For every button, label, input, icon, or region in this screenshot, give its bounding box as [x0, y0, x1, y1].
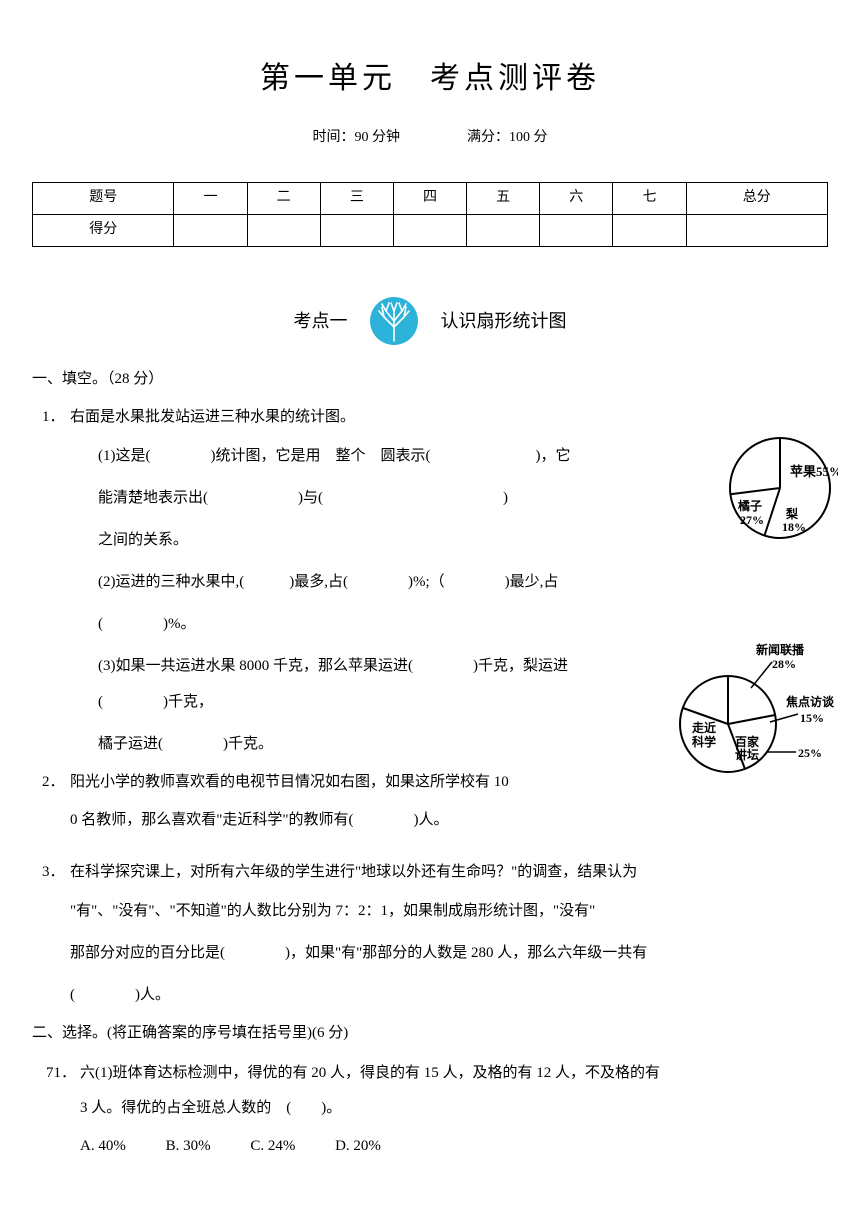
score-col-8: 总分: [686, 182, 827, 214]
pie1-label-pear: 梨: [785, 506, 798, 521]
score-value-row: 得分: [33, 214, 828, 246]
q2: 2． 阳光小学的教师喜欢看的电视节目情况如右图，如果这所学校有 10: [70, 768, 828, 797]
section2-heading: 二、选择。(将正确答案的序号填在括号里)(6 分): [32, 1019, 828, 1048]
score-col-7: 七: [613, 182, 686, 214]
q1-s2a: (2)运进的三种水果中,( )最多,占( )%;（ )最少,占: [98, 564, 828, 600]
pie2-zjkx2: 科学: [692, 734, 716, 749]
q2-line2: 0 名教师，那么喜欢看"走近科学"的教师有( )人。: [70, 802, 828, 838]
score-cell[interactable]: [247, 214, 320, 246]
score-table: 题号 一 二 三 四 五 六 七 总分 得分: [32, 182, 828, 247]
q1-s2b: ( )%。: [98, 606, 828, 642]
q71: 71． 六(1)班体育达标检测中，得优的有 20 人，得良的有 15 人，及格的…: [80, 1057, 828, 1090]
option-c[interactable]: C. 24%: [250, 1132, 295, 1161]
score-cell[interactable]: [320, 214, 393, 246]
score-cell[interactable]: [393, 214, 466, 246]
q1-pie: 苹果55% 梨 18% 橘子 27%: [718, 434, 838, 555]
score-cell[interactable]: [467, 214, 540, 246]
pie1-label-orange-val: 27%: [740, 513, 764, 527]
score-col-1: 一: [174, 182, 247, 214]
option-b[interactable]: B. 30%: [166, 1132, 211, 1161]
q1: 1． 右面是水果批发站运进三种水果的统计图。: [70, 403, 828, 432]
q1-stem: 右面是水果批发站运进三种水果的统计图。: [70, 409, 355, 425]
score-col-2: 二: [247, 182, 320, 214]
score-col-5: 五: [467, 182, 540, 214]
page-title: 第一单元 考点测评卷: [32, 50, 828, 107]
score-row2-label: 得分: [33, 214, 174, 246]
q71-line1: 六(1)班体育达标检测中，得优的有 20 人，得良的有 15 人，及格的有 12…: [80, 1065, 660, 1081]
pie2-jdft: 焦点访谈: [785, 694, 835, 709]
q3-line1: 在科学探究课上，对所有六年级的学生进行"地球以外还有生命吗？"的调查，结果认为: [70, 864, 637, 880]
time-label: 时间：90 分钟: [313, 125, 401, 152]
option-d[interactable]: D. 20%: [335, 1132, 381, 1161]
score-header-row: 题号 一 二 三 四 五 六 七 总分: [33, 182, 828, 214]
score-cell[interactable]: [613, 214, 686, 246]
q3-line2: "有"、"没有"、"不知道"的人数比分别为 7：2：1，如果制成扇形统计图，"没…: [70, 893, 828, 929]
kaodian-heading: 考点一 认识扇形统计图: [32, 297, 828, 345]
q3-num: 3．: [42, 858, 65, 887]
option-a[interactable]: A. 40%: [80, 1132, 126, 1161]
tree-emblem-icon: [370, 297, 418, 345]
pie2-bjjt1: 百家: [735, 734, 760, 749]
pie1-label-orange: 橘子: [737, 498, 762, 513]
score-cell[interactable]: [686, 214, 827, 246]
pie2-jdft-v: 15%: [800, 711, 824, 725]
pie2-bjjt2: 讲坛: [735, 747, 759, 762]
section1-heading: 一、填空。（28 分）: [32, 365, 828, 394]
fullscore-label: 满分：100 分: [467, 125, 548, 152]
q1-num: 1．: [42, 403, 65, 432]
kaodian-right: 认识扇形统计图: [441, 304, 567, 338]
pie2-bjjt-v: 25%: [798, 746, 822, 760]
q3-line4: ( )人。: [70, 977, 828, 1013]
pie1-label-pear-val: 18%: [782, 520, 806, 534]
kaodian-left: 考点一: [294, 304, 348, 338]
pie2-xwlb: 新闻联播: [756, 642, 805, 657]
score-col-0: 题号: [33, 182, 174, 214]
exam-meta: 时间：90 分钟 满分：100 分: [32, 125, 828, 152]
q71-line2: 3 人。得优的占全班总人数的 ( )。: [80, 1090, 828, 1126]
score-col-4: 四: [393, 182, 466, 214]
pie1-label-apple: 苹果55%: [790, 464, 838, 479]
score-cell[interactable]: [174, 214, 247, 246]
q71-num: 71．: [46, 1057, 76, 1090]
score-col-6: 六: [540, 182, 613, 214]
q3: 3． 在科学探究课上，对所有六年级的学生进行"地球以外还有生命吗？"的调查，结果…: [70, 858, 828, 887]
q2-num: 2．: [42, 768, 65, 797]
q2-line1: 阳光小学的教师喜欢看的电视节目情况如右图，如果这所学校有 10: [70, 774, 509, 790]
score-col-3: 三: [320, 182, 393, 214]
pie2-xwlb-v: 28%: [772, 657, 796, 671]
q3-line3: 那部分对应的百分比是( )，如果"有"那部分的人数是 280 人，那么六年级一共…: [70, 935, 828, 971]
pie2-zjkx1: 走近: [692, 720, 716, 735]
q71-options: A. 40% B. 30% C. 24% D. 20%: [80, 1132, 828, 1161]
score-cell[interactable]: [540, 214, 613, 246]
